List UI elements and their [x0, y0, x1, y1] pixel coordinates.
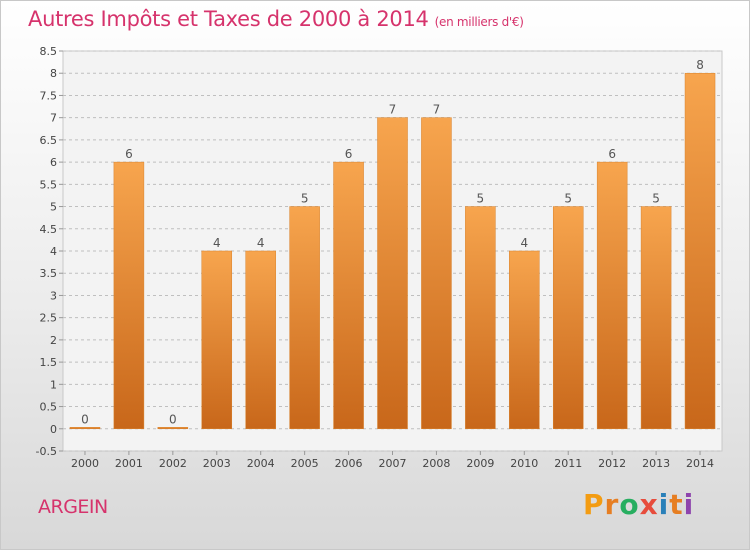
y-tick-label: 8.5	[40, 45, 58, 58]
y-tick-label: 4.5	[40, 223, 58, 236]
data-label: 5	[477, 192, 485, 206]
data-label: 4	[520, 236, 528, 250]
bars	[69, 72, 716, 430]
bar	[509, 250, 540, 430]
x-tick-label: 2012	[598, 457, 626, 470]
grid-lines	[63, 50, 722, 452]
y-tick-label: 6.5	[40, 134, 58, 147]
title-unit: (en milliers d'€)	[434, 15, 524, 29]
y-tick-label: 2.5	[40, 312, 58, 325]
x-tick-label: 2002	[159, 457, 187, 470]
x-tick-label: 2013	[642, 457, 670, 470]
bar	[465, 206, 496, 430]
x-tick-label: 2000	[71, 457, 99, 470]
x-tick-label: 2006	[335, 457, 363, 470]
data-label: 4	[257, 236, 265, 250]
y-tick-label: 2	[50, 334, 57, 347]
bar	[377, 117, 408, 430]
x-tick-label: 2005	[291, 457, 319, 470]
y-tick-label: 0.5	[40, 401, 58, 414]
y-tick-label: 8	[50, 67, 57, 80]
bar	[640, 206, 672, 430]
x-tick-label: 2009	[466, 457, 494, 470]
bar	[157, 427, 189, 430]
y-tick-label: 7	[50, 112, 57, 125]
x-tick-label: 2010	[510, 457, 538, 470]
y-tick-label: 1	[50, 378, 57, 391]
data-label: 8	[696, 58, 704, 72]
y-tick-label: 3.5	[40, 267, 58, 280]
x-tick-label: 2008	[422, 457, 450, 470]
data-label: 5	[301, 192, 309, 206]
x-tick-label: 2014	[686, 457, 714, 470]
title-text: Autres Impôts et Taxes de 2000 à 2014	[28, 7, 429, 31]
data-label: 6	[345, 147, 353, 161]
data-label: 6	[608, 147, 616, 161]
y-tick-label: 5.5	[40, 178, 58, 191]
data-label: 0	[169, 412, 177, 426]
data-labels: 0 6 0 4 4 5 6 7 7 5 4 5 6 5 8	[81, 58, 704, 426]
y-tick-label: 3	[50, 289, 57, 302]
bar	[113, 161, 145, 430]
x-tick-label: 2004	[247, 457, 275, 470]
data-label: 5	[564, 192, 572, 206]
y-tick-label: 0	[50, 423, 57, 436]
proxiti-logo: Proxiti	[583, 488, 695, 521]
bar	[333, 161, 364, 430]
y-tick-label: 4	[50, 245, 57, 258]
data-label: 0	[81, 412, 89, 426]
y-tick-label: 6	[50, 156, 57, 169]
x-tick-label: 2011	[554, 457, 582, 470]
x-tick-label: 2003	[203, 457, 231, 470]
data-label: 4	[213, 236, 221, 250]
y-tick-label: 5	[50, 201, 57, 214]
y-axis-ticks: -0.5 0 0.5 1 1.5 2 2.5 3 3.5 4 4.5 5 5.5 6 6.5 7 7.5 8 8.5	[36, 45, 63, 458]
bar	[684, 72, 716, 430]
data-label: 6	[125, 147, 133, 161]
data-label: 7	[389, 103, 397, 117]
bar	[421, 117, 452, 430]
y-tick-label: 7.5	[40, 89, 58, 102]
x-tick-label: 2007	[379, 457, 407, 470]
bar	[289, 206, 320, 430]
bar	[69, 427, 101, 430]
chart-title: Autres Impôts et Taxes de 2000 à 2014 (en…	[28, 7, 524, 31]
x-axis-ticks: 2000 2001 2002 2003 2004 2005 2006 2007 2008 2009…	[71, 451, 714, 470]
y-tick-label: -0.5	[36, 445, 57, 458]
y-tick-label: 1.5	[40, 356, 58, 369]
bar	[201, 250, 233, 430]
bar	[245, 250, 276, 430]
bar	[552, 206, 584, 430]
x-tick-label: 2001	[115, 457, 143, 470]
bar	[596, 161, 628, 430]
data-label: 7	[433, 103, 441, 117]
commune-name: ARGEIN	[38, 496, 108, 518]
data-label: 5	[652, 192, 660, 206]
